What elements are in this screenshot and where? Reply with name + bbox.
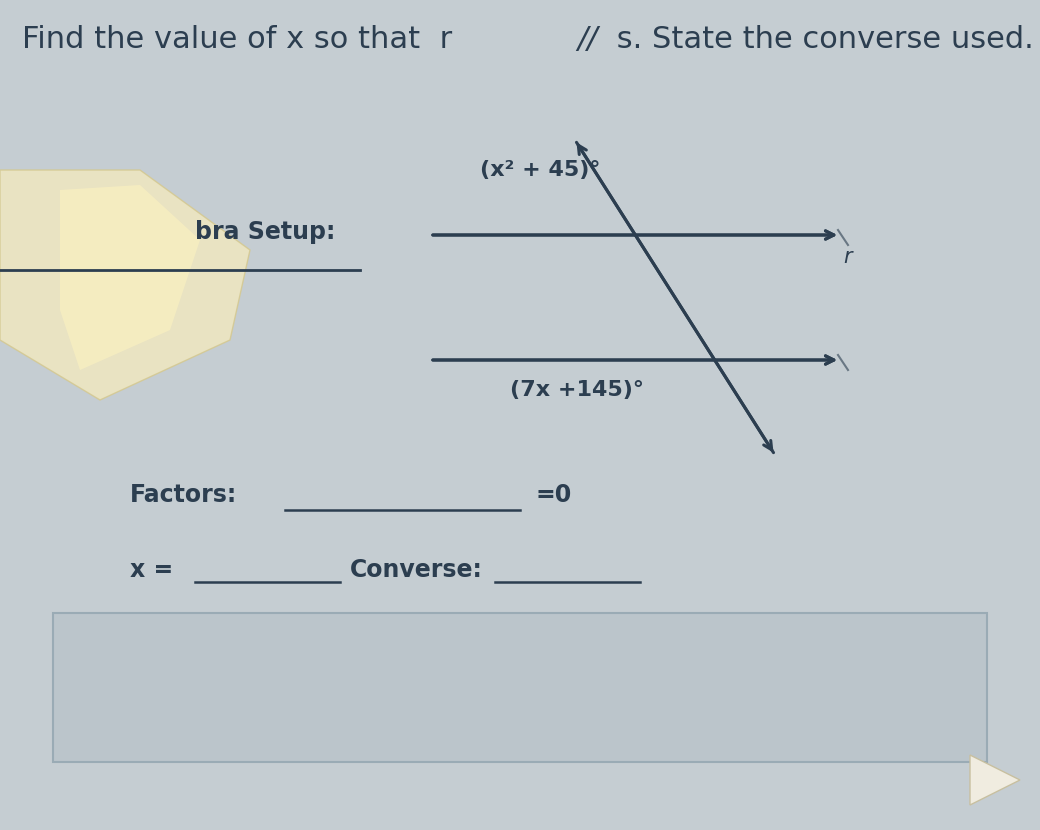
Text: (x² + 45)°: (x² + 45)° [480,160,600,180]
Text: s. State the converse used.: s. State the converse used. [607,26,1034,55]
FancyBboxPatch shape [53,613,987,762]
Text: bra Setup:: bra Setup: [196,220,335,244]
Text: Factors:: Factors: [130,483,237,507]
Polygon shape [970,755,1020,805]
Text: (7x +145)°: (7x +145)° [510,380,644,400]
Text: x =: x = [130,558,174,582]
Text: r: r [843,247,852,267]
Text: //: // [577,26,598,55]
Text: =0: =0 [535,483,571,507]
Text: Converse:: Converse: [350,558,483,582]
Text: Find the value of x so that  r: Find the value of x so that r [22,26,462,55]
Polygon shape [60,185,200,370]
Polygon shape [0,170,250,400]
